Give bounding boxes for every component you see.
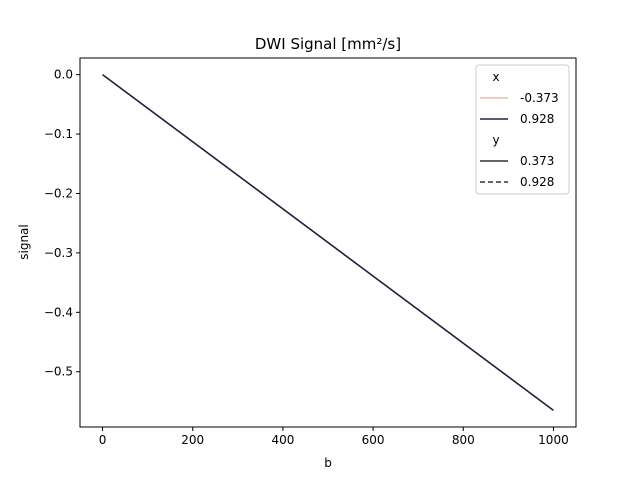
series-line: [102, 73, 554, 412]
y-axis-label: signal: [17, 224, 31, 260]
legend-group-title: y: [492, 133, 499, 147]
x-axis-label: b: [324, 456, 332, 470]
legend-entry-label: 0.928: [520, 112, 554, 126]
plot-area: [102, 73, 554, 412]
y-tick-label: −0.3: [44, 246, 73, 260]
legend: x -0.373 0.928 y 0.373 0.928: [475, 64, 570, 195]
x-tick-label: 600: [362, 433, 385, 447]
x-tick-label: 1000: [538, 433, 569, 447]
legend-entry-label: 0.928: [520, 175, 554, 189]
legend-group-title: x: [492, 70, 499, 84]
y-tick-label: −0.2: [44, 186, 73, 200]
y-tick-label: −0.1: [44, 127, 73, 141]
x-tick-label: 0: [99, 433, 107, 447]
x-tick-label: 200: [181, 433, 204, 447]
y-tick-label: −0.5: [44, 365, 73, 379]
x-tick-label: 800: [452, 433, 475, 447]
y-tick-label: 0.0: [54, 68, 73, 82]
y-tick-label: −0.4: [44, 305, 73, 319]
x-tick-label: 400: [271, 433, 294, 447]
legend-entry-label: 0.373: [520, 154, 554, 168]
legend-entry-label: -0.373: [520, 91, 559, 105]
plot-frame: [79, 57, 577, 428]
chart-title: DWI Signal [mm²/s]: [255, 35, 401, 53]
